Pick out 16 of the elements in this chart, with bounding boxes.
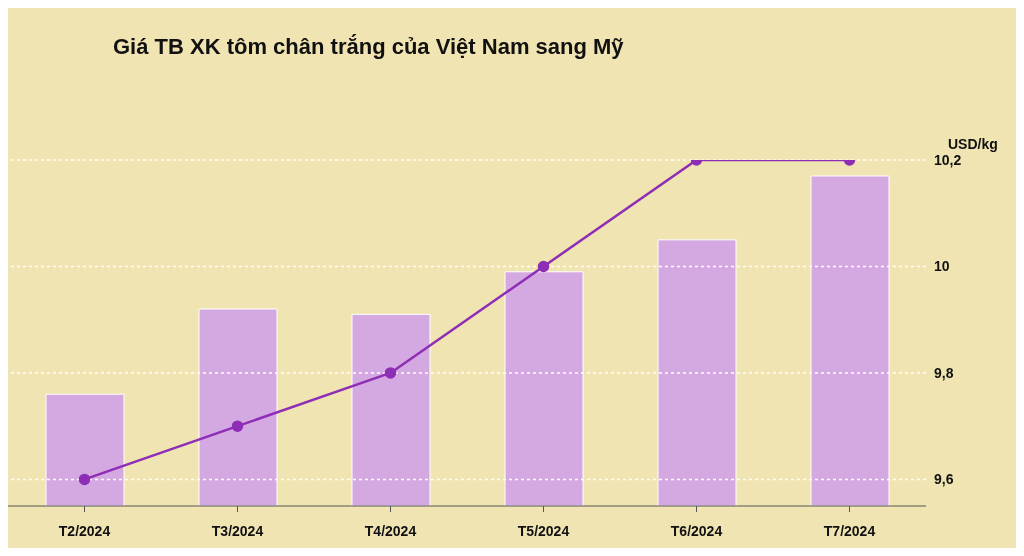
y-tick-label: 9,6: [934, 471, 954, 488]
chart-title: Giá TB XK tôm chân trắng của Việt Nam sang Mỹ: [113, 34, 624, 60]
point: [537, 260, 550, 273]
x-tick-label: T5/2024: [517, 522, 570, 539]
point: [231, 420, 244, 432]
x-tick-label: T4/2024: [364, 522, 417, 539]
y-axis-title: USD/kg: [948, 136, 998, 152]
x-tick-label: T2/2024: [58, 522, 111, 539]
y-tick-label: 9,8: [934, 364, 954, 381]
x-tick-label: T6/2024: [670, 522, 723, 539]
point: [78, 473, 91, 486]
x-tick-label: T7/2024: [823, 522, 876, 539]
x-tick-label: T3/2024: [211, 522, 264, 539]
y-tick-label: 10,2: [934, 151, 962, 168]
point: [384, 367, 397, 379]
y-tick-label: 10: [934, 258, 950, 275]
